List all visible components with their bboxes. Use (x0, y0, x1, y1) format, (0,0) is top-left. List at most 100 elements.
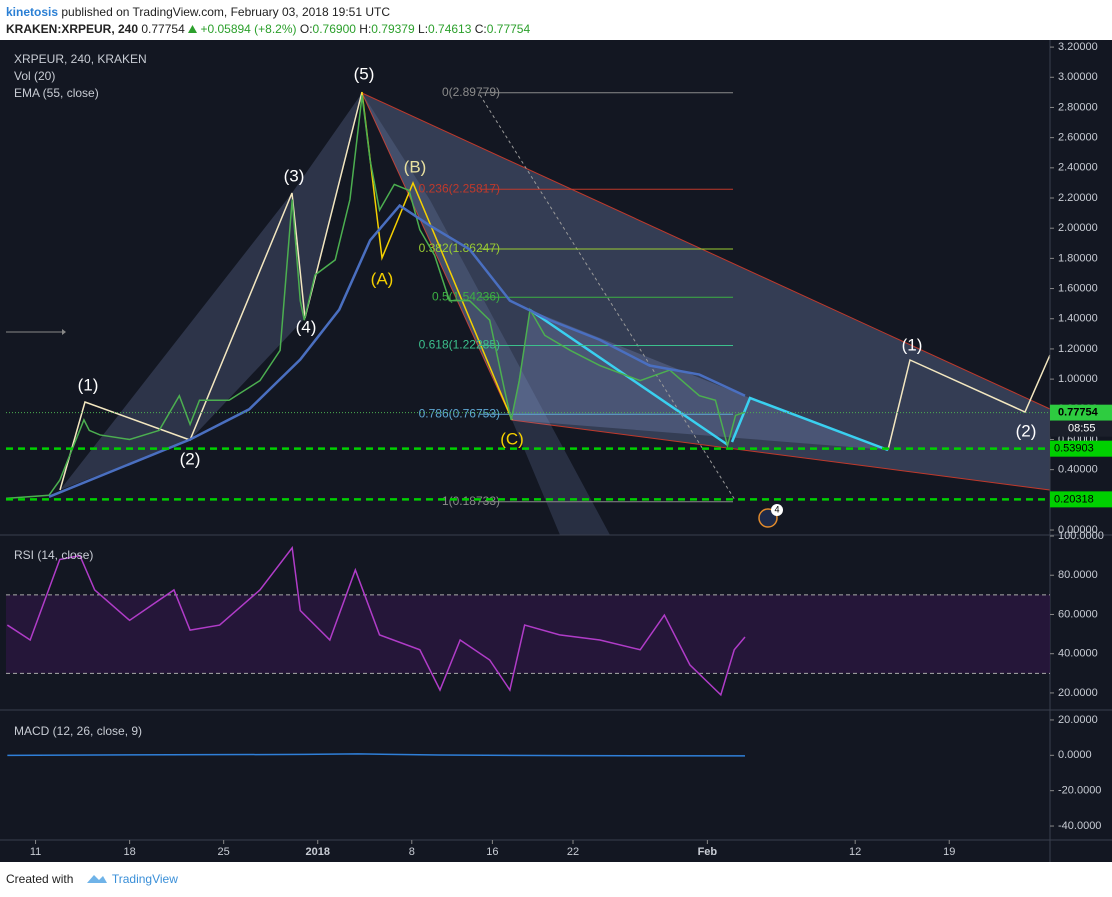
y-tick-label: 1.00000 (1058, 373, 1098, 385)
y-tick-label: 20.0000 (1058, 714, 1098, 726)
y-tick-label: 20.0000 (1058, 687, 1098, 699)
symbol: KRAKEN:XRPEUR, 240 (6, 22, 139, 36)
level-badge-label: 0.53903 (1054, 443, 1094, 455)
wave-label: (1) (902, 335, 923, 354)
ohlc-value: 0.79379 (371, 22, 415, 36)
y-tick-label: 0.0000 (1058, 749, 1092, 761)
y-tick-label: 1.20000 (1058, 343, 1098, 355)
author[interactable]: kinetosis (6, 5, 59, 19)
fib-label: 0.382(1.86247) (419, 241, 500, 255)
y-tick-label: 2.80000 (1058, 101, 1098, 113)
ohlc-key: C: (474, 22, 487, 36)
x-tick-label: 25 (218, 846, 230, 858)
level-badge-label: 0.20318 (1054, 493, 1094, 505)
rsi-band (6, 594, 1050, 674)
wave-label: (5) (354, 64, 375, 83)
y-tick-label: 1.80000 (1058, 252, 1098, 264)
header-line: KRAKEN:XRPEUR, 240 0.77754 +0.05894 (+8.… (6, 21, 530, 38)
fib-label: 0.618(1.22285) (419, 338, 500, 352)
y-tick-label: 1.60000 (1058, 282, 1098, 294)
y-tick-label: 1.40000 (1058, 313, 1098, 325)
x-tick-label: 16 (486, 846, 498, 858)
wedge (362, 93, 610, 535)
y-tick-label: 60.0000 (1058, 608, 1098, 620)
y-tick-label: 2.40000 (1058, 162, 1098, 174)
event-count-text: 4 (774, 504, 779, 514)
x-tick-label: 2018 (305, 846, 329, 858)
published: published on TradingView.com, February 0… (61, 5, 391, 19)
arrow-head (62, 329, 66, 335)
level-badge (1050, 440, 1112, 457)
legend-label: MACD (12, 26, close, 9) (14, 724, 142, 738)
wave-label: (1) (78, 375, 99, 394)
up-arrow (188, 25, 198, 33)
y-tick-label: 2.60000 (1058, 132, 1098, 144)
trend-line (479, 94, 736, 501)
y-tick-label: -40.0000 (1058, 820, 1101, 832)
y-tick-label: 80.0000 (1058, 569, 1098, 581)
chart: 4 0.000000.200000.400000.600000.800001.0… (0, 40, 1112, 862)
y-tick-label: -20.0000 (1058, 785, 1101, 797)
series-line (7, 753, 745, 757)
ohlc-value: 0.76900 (312, 22, 356, 36)
series-line (5, 95, 746, 500)
wave-label: (B) (404, 157, 427, 176)
ohlc-key: H: (359, 22, 372, 36)
ohlc-value: 0.74613 (428, 22, 472, 36)
wave-label: (2) (1016, 421, 1037, 440)
y-tick-label: 2.00000 (1058, 222, 1098, 234)
y-tick-label: 40.0000 (1058, 648, 1098, 660)
wave-label: (3) (284, 166, 305, 185)
price-badge (1050, 404, 1112, 421)
x-tick-label: 22 (567, 846, 579, 858)
series-line (48, 203, 746, 498)
y-tick-label: 3.20000 (1058, 41, 1098, 53)
pane: -40.0000 -20.0000 0.0000 20.0000 11 18 25 2018 8… (7, 714, 1101, 858)
pane: 20.0000 40.0000 60.0000 80.0000 100.0000 RSI … (6, 530, 1104, 699)
x-tick-label: 11 (30, 846, 41, 858)
wave-line (361, 91, 513, 421)
fib-label: 0.786(0.76753) (419, 406, 500, 420)
wave-line (730, 396, 889, 452)
ohlc-value: 0.77754 (486, 22, 531, 36)
brand[interactable]: TradingView (111, 872, 178, 886)
timer-label: 08:55 (1068, 423, 1096, 435)
last-price: 0.77754 (141, 22, 185, 36)
wave-label: (A) (371, 269, 394, 288)
logo (86, 875, 107, 883)
pane-title: XRPEUR, 240, KRAKEN (14, 52, 147, 66)
x-tick-label: 18 (123, 846, 135, 858)
legend-label: RSI (14, close) (14, 548, 93, 562)
ohlc-key: L: (418, 22, 429, 36)
event-count (771, 504, 783, 516)
price-badge-label: 0.77754 (1058, 407, 1099, 419)
y-tick-label: 0.00000 (1058, 524, 1098, 536)
wave-label: (2) (180, 449, 201, 468)
change: +0.05894 (+8.2%) (200, 22, 297, 36)
footer: Created with TradingView (6, 872, 178, 886)
y-tick-label: 3.00000 (1058, 71, 1098, 83)
ohlc-key: O: (299, 22, 313, 36)
x-tick-label: 19 (943, 846, 955, 858)
x-tick-label: 8 (409, 846, 415, 858)
created-with: Created with (6, 872, 74, 886)
x-tick-label: Feb (698, 846, 718, 858)
drawings: 4 (6, 91, 1051, 535)
wave-label: (4) (296, 317, 317, 336)
y-tick-label: 2.20000 (1058, 192, 1098, 204)
x-tick-label: 12 (849, 846, 861, 858)
wave-label: (C) (500, 429, 524, 448)
header-line: kinetosis published on TradingView.com, … (6, 4, 530, 21)
background (0, 40, 1112, 862)
legend-label: EMA (55, close) (14, 86, 99, 100)
series-line (6, 545, 746, 697)
indicator-label: Vol (20) (14, 69, 55, 83)
timer-badge (1050, 420, 1112, 437)
fib-label: 0.236(2.25817) (419, 181, 500, 195)
header: kinetosis published on TradingView.com, … (6, 4, 530, 38)
y-tick-label: 100.0000 (1058, 530, 1104, 542)
wave-line (887, 354, 1051, 451)
level-badge (1050, 491, 1112, 508)
pane: 0.000000.200000.400000.600000.800001.000… (5, 41, 1112, 536)
